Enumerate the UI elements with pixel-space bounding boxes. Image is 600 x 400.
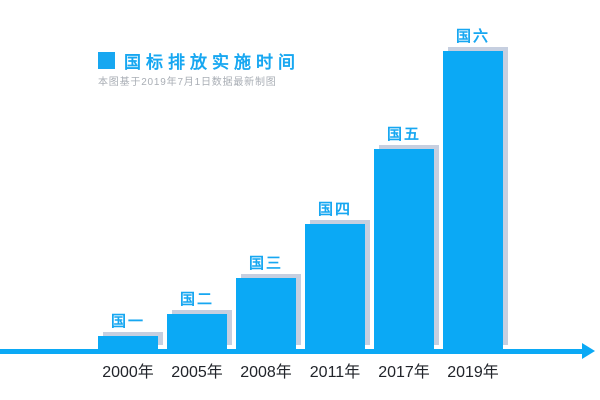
bar-label: 国一 [110, 313, 145, 330]
legend-square-icon [98, 52, 115, 69]
bar-group: 国五 2017年 [374, 126, 434, 381]
bar-group: 国四 2011年 [305, 201, 365, 381]
legend-row: 国标排放实施时间 [98, 48, 300, 73]
x-tick-label: 2000年 [102, 364, 154, 381]
bar-label: 国五 [386, 126, 421, 143]
x-tick-label: 2008年 [240, 364, 292, 381]
bar [167, 314, 227, 349]
bar [98, 336, 158, 349]
x-tick-label: 2005年 [171, 364, 223, 381]
x-axis-arrow-icon [582, 343, 595, 359]
bar-label: 国三 [248, 255, 283, 272]
x-tick-label: 2017年 [378, 364, 430, 381]
bar [305, 224, 365, 349]
bar-label: 国四 [317, 201, 352, 218]
x-axis-line [0, 349, 584, 354]
x-tick-label: 2019年 [447, 364, 499, 381]
bar-label: 国二 [179, 291, 214, 308]
chart-title: 国标排放实施时间 [124, 53, 300, 72]
bar-group: 国六 2019年 [443, 28, 503, 381]
bar-label: 国六 [455, 28, 490, 45]
bar-group: 国一 2000年 [98, 313, 158, 381]
chart-subtitle: 本图基于2019年7月1日数据最新制图 [98, 77, 277, 88]
bar-group: 国三 2008年 [236, 255, 296, 381]
bar [443, 51, 503, 349]
bar [236, 278, 296, 349]
x-tick-label: 2011年 [309, 364, 361, 381]
bar-group: 国二 2005年 [167, 291, 227, 381]
bar [374, 149, 434, 349]
